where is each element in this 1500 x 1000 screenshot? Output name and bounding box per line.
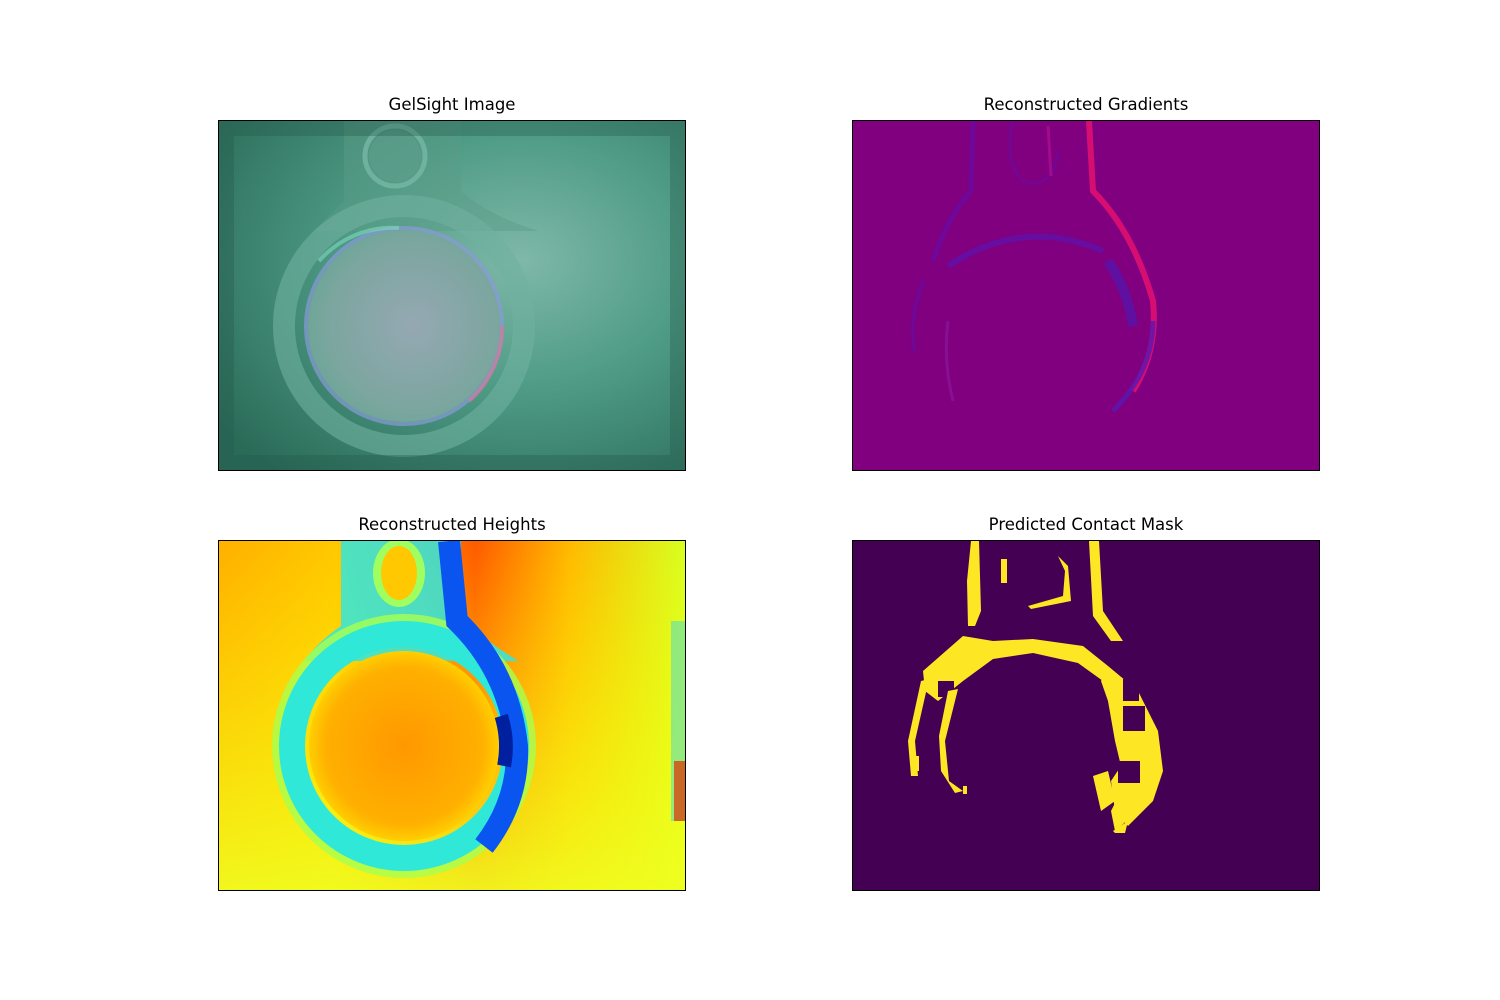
gelsight-image [218,120,686,471]
heights-title: Reconstructed Heights [358,515,546,534]
mask-title: Predicted Contact Mask [988,515,1184,534]
heights-canvas [219,541,685,890]
gradients-image [852,120,1320,471]
gradients-canvas [853,121,1319,470]
gelsight-title: GelSight Image [388,95,516,114]
gelsight-canvas [219,121,685,470]
mask-canvas [853,541,1319,890]
mask-image [852,540,1320,891]
heights-image [218,540,686,891]
gradients-title: Reconstructed Gradients [983,95,1189,114]
